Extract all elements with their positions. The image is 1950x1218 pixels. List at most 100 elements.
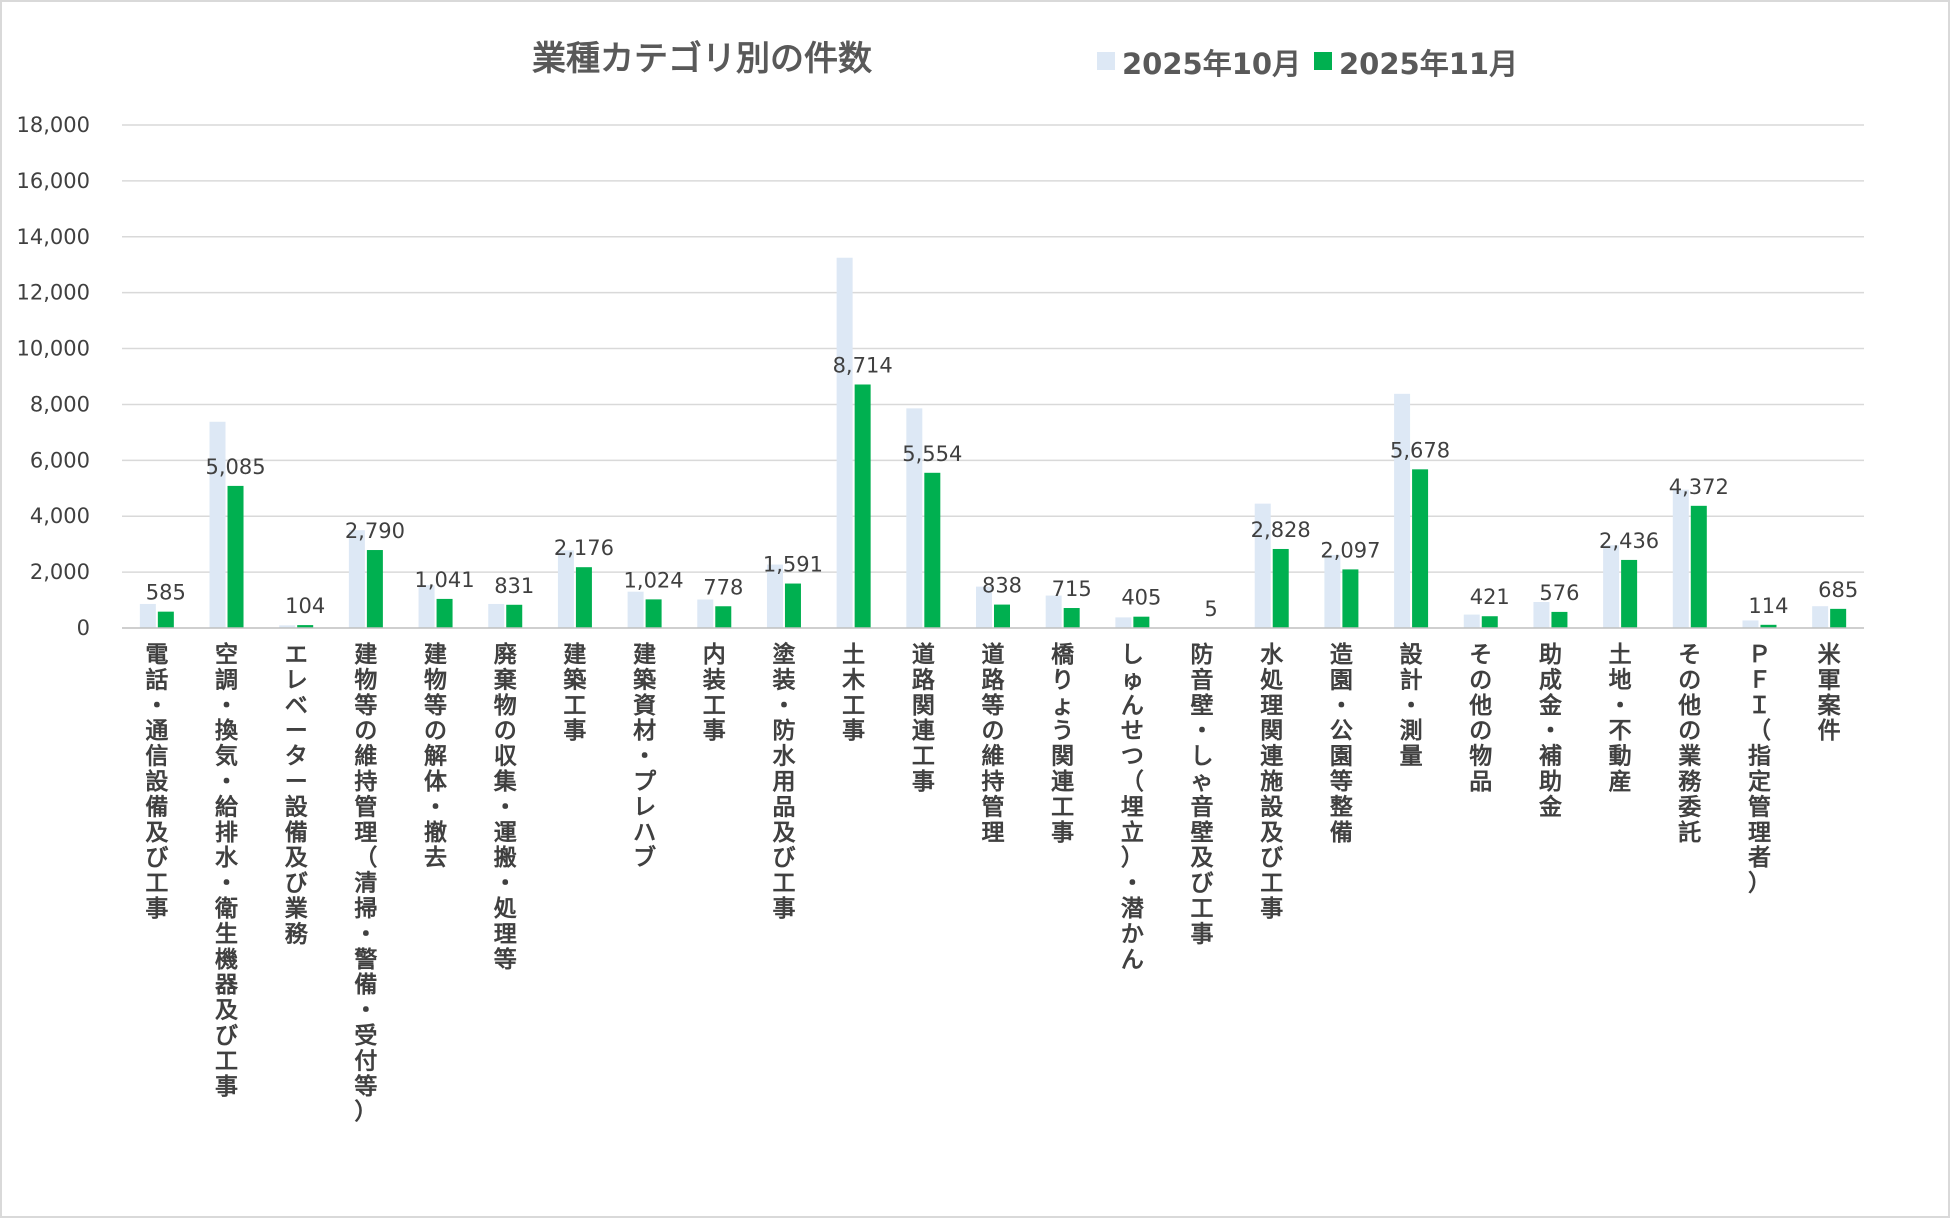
x-category-label: ＰＦＩ（指定管理者）: [1747, 642, 1771, 897]
x-category-label: エレベーター設備及び業務: [284, 642, 309, 947]
x-category-label: 空調・換気・給排水・衛生機器及び工事: [214, 641, 239, 1100]
bar-oct: [279, 625, 296, 628]
bar-oct: [1324, 555, 1341, 628]
x-category-label: 塗装・防水用品及び工事: [772, 641, 796, 922]
bar-oct: [1045, 595, 1062, 628]
gridlines: [122, 124, 1864, 573]
bar-nov: [645, 599, 662, 628]
bar-nov: [784, 583, 801, 628]
y-tick-label: 4,000: [30, 504, 90, 528]
bar-nov: [1481, 616, 1498, 628]
data-label: 421: [1470, 585, 1510, 609]
y-tick-label: 12,000: [17, 281, 90, 305]
bars: [139, 257, 1847, 628]
data-label: 838: [982, 574, 1022, 598]
data-label: 576: [1539, 581, 1579, 605]
x-category-label: 助成金・補助金: [1538, 641, 1563, 820]
bar-oct: [1603, 545, 1620, 628]
data-label: 1,591: [763, 553, 823, 577]
x-category-label: その他の物品: [1468, 642, 1492, 795]
bar-oct: [906, 408, 923, 628]
y-tick-label: 2,000: [30, 560, 90, 584]
bar-oct: [1463, 614, 1480, 628]
data-label: 405: [1121, 586, 1161, 610]
bar-oct: [1533, 602, 1550, 628]
bar-oct: [1115, 617, 1132, 628]
x-category-label: 建築工事: [562, 642, 587, 744]
data-label: 8,714: [833, 353, 893, 377]
data-label: 685: [1818, 578, 1858, 602]
data-label: 778: [703, 575, 743, 599]
bar-nov: [1342, 569, 1359, 628]
x-category-label: 廃棄物の収集・運搬・処理等: [493, 641, 518, 973]
data-labels: 585 5,085 104 2,790 1,041 831 2,176 1,024 778 1,5…: [146, 353, 1858, 620]
y-tick-label: 16,000: [17, 169, 90, 193]
bar-nov: [924, 472, 941, 628]
legend: 2025年10月 2025年11月: [1097, 47, 1518, 81]
x-category-label: 建築資材・プレハブ: [632, 642, 657, 871]
bar-nov: [715, 606, 732, 628]
x-category-label: 防音壁・しゃ音壁及び工事: [1191, 641, 1214, 947]
data-label: 585: [146, 581, 186, 605]
data-label: 1,041: [414, 568, 474, 592]
bar-nov: [1551, 611, 1568, 628]
bar-oct: [627, 591, 644, 628]
x-category-label: 道路等の維持管理: [982, 641, 1006, 846]
bar-nov: [506, 604, 523, 628]
bar-oct: [1812, 606, 1829, 628]
x-category-label: その他の業務委託: [1677, 642, 1702, 846]
y-axis-ticks: 0 2,000 4,000 6,000 8,000 10,000 12,000 14,000 1…: [17, 113, 90, 640]
bar-nov: [1272, 548, 1289, 628]
bar-oct: [348, 530, 365, 628]
x-category-label: 内装工事: [703, 642, 726, 744]
x-category-label: 水処理関連施設及び工事: [1260, 642, 1284, 922]
bar-nov: [1621, 559, 1638, 628]
bar-nov: [297, 625, 314, 628]
bar-oct: [418, 585, 435, 628]
bar-oct: [1254, 503, 1271, 628]
bar-nov: [994, 604, 1010, 628]
y-tick-label: 8,000: [30, 392, 90, 416]
data-label: 5,085: [205, 455, 265, 479]
data-label: 104: [285, 594, 325, 618]
x-category-label: 米軍案件: [1817, 642, 1842, 744]
x-category-label: 土地・不動産: [1609, 642, 1632, 795]
x-category-label: 土木工事: [841, 642, 865, 744]
y-tick-label: 18,000: [17, 113, 90, 137]
data-label: 2,828: [1251, 518, 1311, 542]
y-tick-label: 14,000: [17, 225, 90, 249]
bar-oct: [488, 603, 505, 628]
data-label: 831: [494, 574, 534, 598]
bar-oct: [836, 257, 853, 628]
bar-nov: [1690, 505, 1707, 628]
data-label: 2,436: [1599, 529, 1659, 553]
bar-nov: [1063, 608, 1080, 628]
x-category-label: 造園・公園等整備: [1330, 642, 1354, 846]
data-label: 2,790: [345, 519, 405, 543]
data-label: 1,024: [624, 568, 684, 592]
bar-oct: [1394, 393, 1411, 628]
y-tick-label: 6,000: [30, 448, 90, 472]
bar-nov: [1760, 624, 1777, 628]
legend-label-nov: 2025年11月: [1339, 47, 1518, 81]
bar-nov: [1830, 608, 1847, 628]
bar-nov: [157, 611, 174, 628]
x-category-label: 建物等の解体・撤去: [424, 642, 448, 871]
chart-title: 業種カテゴリ別の件数: [532, 39, 872, 79]
x-axis-categories: 電話・通信設備及び工事 空調・換気・給排水・衛生機器及び工事 エレベーター設備及び業…: [145, 641, 1841, 1125]
bar-oct: [1672, 489, 1689, 628]
x-category-label: 電話・通信設備及び工事: [145, 642, 169, 922]
bar-nov: [1412, 469, 1429, 628]
data-label: 5,554: [902, 442, 962, 466]
bar-nov: [1133, 616, 1150, 628]
bar-oct: [139, 603, 156, 628]
data-label: 4,372: [1669, 475, 1729, 499]
bar-oct: [557, 550, 574, 628]
x-category-label: 道路関連工事: [912, 641, 936, 795]
bar-nov: [575, 567, 592, 628]
x-category-label: 橋りょう関連工事: [1051, 642, 1075, 846]
bar-oct: [766, 564, 783, 628]
legend-swatch-oct: [1097, 52, 1115, 70]
